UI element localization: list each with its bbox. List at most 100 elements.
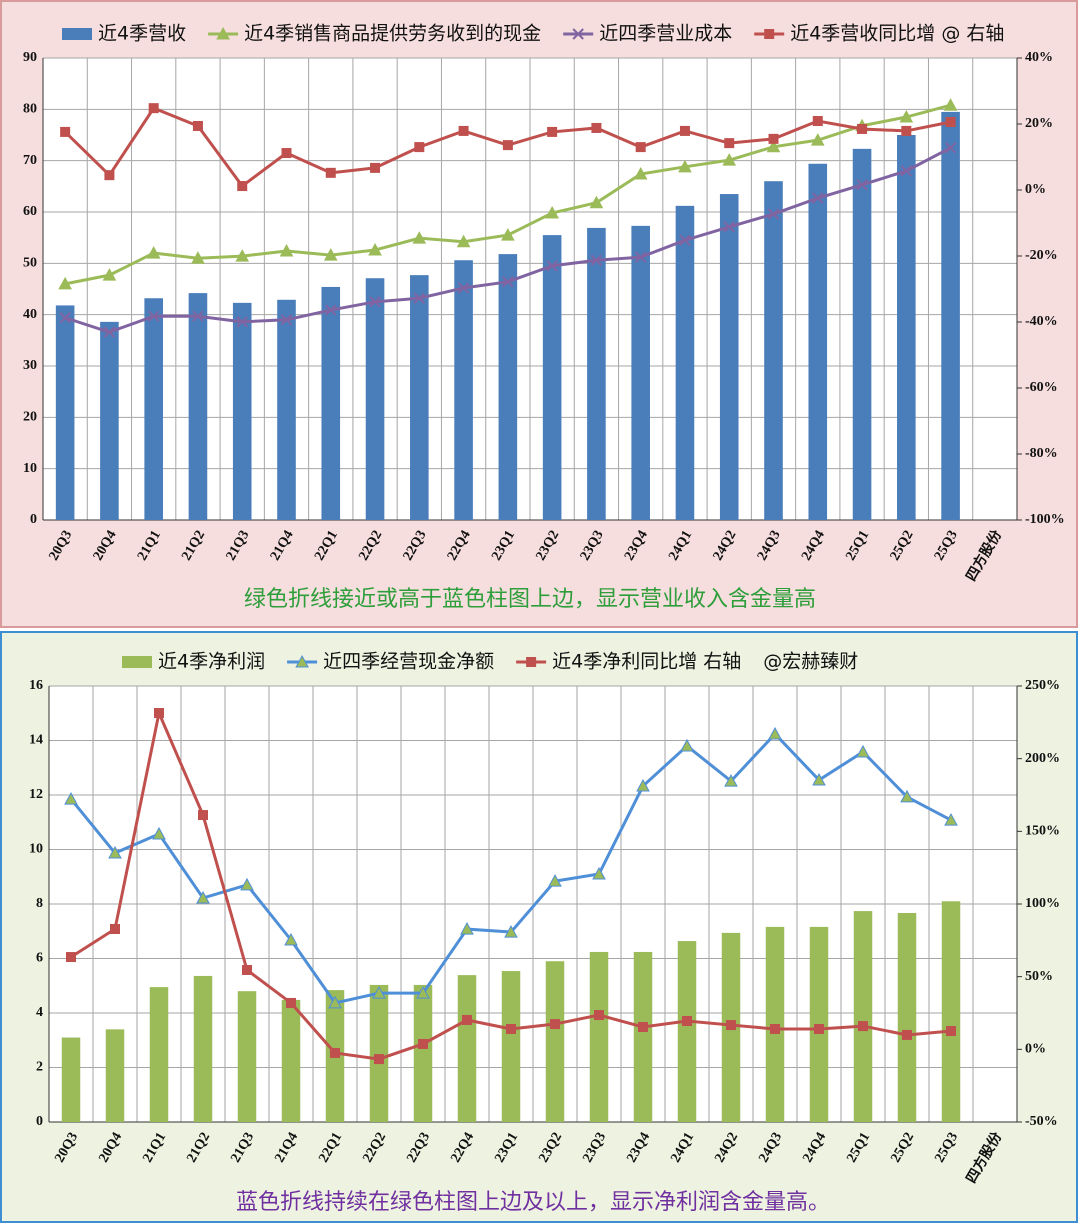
line-marker xyxy=(368,242,382,256)
line-marker xyxy=(236,316,248,328)
line-marker xyxy=(154,708,164,719)
bar xyxy=(413,984,433,1122)
y-tick-label: 0 xyxy=(30,512,37,527)
y-tick-label: 14 xyxy=(29,733,43,748)
legend-label: 近4季营收 xyxy=(98,23,186,45)
line-marker xyxy=(328,995,342,1009)
line-marker xyxy=(198,810,208,821)
line-marker xyxy=(680,738,694,752)
bar xyxy=(897,135,916,520)
y-tick-label: 40 xyxy=(23,307,37,322)
line-marker xyxy=(108,845,122,859)
bar xyxy=(410,275,429,520)
legend-label: 近四季经营现金净额 xyxy=(323,651,494,673)
line-marker xyxy=(635,142,646,153)
bar xyxy=(589,951,609,1122)
line-marker xyxy=(323,248,338,261)
bar xyxy=(144,298,163,520)
line-marker xyxy=(374,1054,384,1065)
line-marker xyxy=(724,774,738,787)
bar xyxy=(808,163,828,520)
bar xyxy=(941,111,960,521)
line-marker xyxy=(944,813,958,826)
line-marker xyxy=(418,1038,428,1049)
line-marker xyxy=(550,1019,560,1030)
y-tick-label: 30 xyxy=(23,358,37,373)
y2-tick-label: -80% xyxy=(1025,446,1058,461)
legend-label: 近4季净利润 xyxy=(158,651,265,673)
line-marker xyxy=(152,826,166,840)
line-marker xyxy=(281,148,292,159)
bar xyxy=(55,305,75,520)
legend-label: 近4季净利同比增 右轴 xyxy=(552,651,741,673)
line-marker xyxy=(110,923,120,934)
bar xyxy=(321,286,341,520)
line-marker xyxy=(900,789,914,803)
line-marker xyxy=(102,268,117,281)
bar xyxy=(457,975,477,1122)
line-marker xyxy=(192,310,204,322)
line-marker xyxy=(58,276,72,290)
bar xyxy=(853,911,873,1122)
line-marker xyxy=(279,243,294,257)
line-marker xyxy=(196,890,210,904)
line-marker xyxy=(722,153,737,166)
line-marker xyxy=(592,866,606,880)
line-marker xyxy=(148,103,159,114)
line-marker xyxy=(412,231,427,244)
y-tick-label: 2 xyxy=(36,1060,43,1075)
line-marker xyxy=(943,98,958,111)
y2-tick-label: -60% xyxy=(1025,380,1058,395)
line-marker xyxy=(501,228,515,241)
line-marker xyxy=(413,292,426,304)
line-marker xyxy=(856,744,870,758)
bar xyxy=(277,299,296,520)
line-marker xyxy=(857,123,868,134)
line-marker xyxy=(634,251,647,263)
y2-tick-label: 250% xyxy=(1025,678,1060,693)
line-marker xyxy=(502,276,514,288)
line-marker xyxy=(146,246,161,259)
legend-swatch xyxy=(62,28,92,40)
line-marker xyxy=(280,314,293,326)
bar xyxy=(105,1029,125,1122)
line-marker xyxy=(286,997,296,1008)
line-marker xyxy=(545,205,559,219)
line-marker xyxy=(295,654,309,668)
y2-tick-label: 100% xyxy=(1025,896,1060,911)
y2-tick-label: 20% xyxy=(1025,116,1053,131)
line-marker xyxy=(325,304,337,316)
bar xyxy=(633,951,653,1122)
bar xyxy=(61,1037,81,1122)
y-tick-label: 0 xyxy=(36,1114,43,1129)
line-marker xyxy=(638,1021,648,1032)
y2-tick-label: -20% xyxy=(1025,248,1058,263)
bar xyxy=(941,901,961,1122)
line-marker xyxy=(240,877,254,891)
y2-tick-label: 50% xyxy=(1025,969,1053,984)
line-marker xyxy=(633,166,648,180)
bar xyxy=(719,194,739,521)
line-marker xyxy=(810,133,825,146)
y2-tick-label: 200% xyxy=(1025,751,1060,766)
bar xyxy=(149,987,169,1122)
line-marker xyxy=(104,170,115,181)
line-marker xyxy=(548,874,562,887)
line-marker xyxy=(946,1026,956,1037)
line-marker xyxy=(325,167,336,178)
bar xyxy=(631,225,650,521)
line-marker xyxy=(901,125,912,136)
bar xyxy=(897,912,917,1122)
line-marker xyxy=(457,282,470,294)
bar xyxy=(587,227,606,520)
line-marker xyxy=(370,162,381,173)
line-marker xyxy=(414,142,425,153)
y-tick-label: 6 xyxy=(36,951,43,966)
y-tick-label: 4 xyxy=(36,1005,43,1020)
line-marker xyxy=(506,1023,516,1034)
line-marker xyxy=(945,117,956,128)
y-tick-label: 60 xyxy=(23,204,37,219)
bar xyxy=(764,181,783,520)
y2-tick-label: 150% xyxy=(1025,824,1060,839)
